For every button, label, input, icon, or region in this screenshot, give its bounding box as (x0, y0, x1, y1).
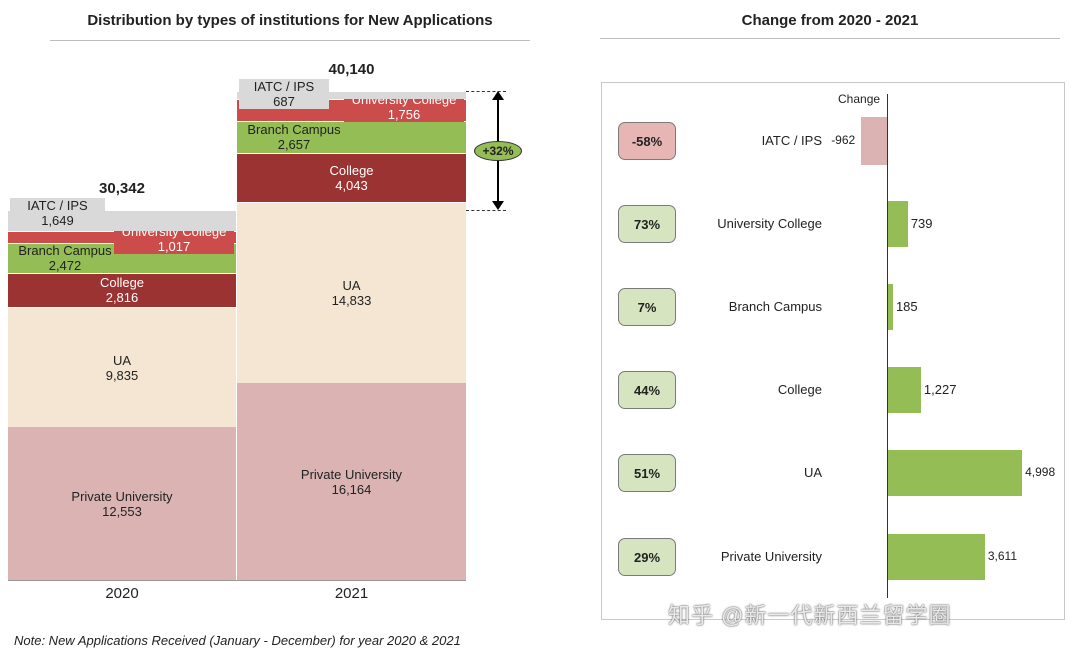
x-tick-label: 2021 (334, 585, 369, 602)
change-bar (888, 450, 1023, 496)
segment-value: 14,833 (331, 293, 372, 309)
change-value-label: 1,227 (923, 382, 957, 397)
category-label: UA (803, 465, 822, 480)
percent-badge: 73% (618, 205, 676, 243)
segment-name: IATC / IPS (253, 79, 315, 95)
change-axis-line (887, 94, 888, 598)
percent-badge: -58% (618, 122, 676, 160)
segment-label: UA (112, 352, 132, 368)
change-value-label: -962 (831, 133, 856, 147)
category-label: College (777, 382, 822, 397)
segment-name: College (99, 275, 145, 291)
segment-value: 1,649 (41, 213, 74, 229)
bar-segment: UA 14,833 (237, 202, 466, 384)
segment-value: 2,472 (48, 257, 82, 273)
percent-badge: 7% (618, 288, 676, 326)
segment-value: 1,756 (387, 107, 421, 123)
category-label: University College (717, 216, 822, 231)
segment-value: 12,553 (102, 503, 142, 519)
change-panel (601, 82, 1065, 620)
bar-segment: UA 9,835 (8, 307, 236, 428)
growth-guide-bottom (466, 210, 506, 212)
bar-segment (8, 273, 236, 308)
change-bar (888, 284, 893, 330)
bar-segment: Private University 12,553 (8, 427, 236, 580)
change-bar (861, 117, 887, 165)
right-title-rule (600, 38, 1060, 39)
segment-value: 16,164 (331, 481, 372, 497)
segment-label: Private University (300, 466, 403, 482)
bar-segment: Private University 16,164 (237, 383, 466, 580)
watermark: 知乎 @新一代新西兰留学圈 (668, 603, 952, 628)
right-chart-title: Change from 2020 - 2021 (741, 12, 919, 29)
left-chart-title: Distribution by types of institutions fo… (87, 12, 493, 29)
growth-guide-top (466, 91, 506, 93)
segment-value: 2,657 (277, 137, 311, 153)
stacked-bar-chart: Private University 12,553 UA 9,835 College 2,… (8, 61, 522, 602)
growth-badge: +32% (474, 140, 522, 161)
change-bar (888, 201, 908, 247)
percent-badge: 29% (618, 538, 676, 576)
change-value-label: 3,611 (987, 549, 1018, 563)
segment-value: 2,816 (105, 290, 139, 306)
bar-total-label: 30,342 (99, 180, 145, 198)
percent-badge: 44% (618, 371, 676, 409)
x-tick-label: 2020 (105, 585, 139, 602)
growth-arrow-head-down (492, 201, 504, 211)
change-bar (888, 534, 985, 580)
segment-value: 1,017 (157, 238, 191, 254)
change-value-label: 185 (895, 299, 918, 314)
x-axis-line (8, 580, 466, 581)
segment-label: IATC / IPS 1,649 (10, 198, 105, 229)
growth-arrow-head-up (492, 91, 504, 101)
segment-label: College (329, 163, 374, 179)
bar-segment: College 4,043 (237, 153, 466, 203)
change-value-label: 4,998 (1025, 465, 1056, 479)
segment-value: 687 (273, 94, 295, 110)
segment-label: Branch Campus 2,472 (10, 243, 120, 273)
category-label: Private University (720, 549, 822, 564)
category-label: IATC / IPS (761, 133, 822, 148)
segment-label: UA (342, 278, 361, 294)
segment-name: Branch Campus (247, 122, 341, 138)
category-label: Branch Campus (728, 299, 822, 314)
segment-value: 4,043 (335, 178, 368, 194)
bar-total-label: 40,140 (328, 61, 375, 79)
footnote: Note: New Applications Received (January… (14, 633, 461, 648)
segment-label: Private University (71, 488, 173, 504)
bar-segment (237, 120, 466, 154)
segment-name: IATC / IPS (27, 198, 88, 214)
bar-segment (237, 91, 466, 100)
segment-label: IATC / IPS 687 (239, 79, 329, 110)
change-bar (888, 367, 921, 413)
percent-badge: 51% (618, 454, 676, 492)
segment-label: College 2,816 (62, 275, 182, 305)
left-title-rule (50, 40, 530, 41)
change-axis-header: Change (838, 92, 881, 106)
change-value-label: 739 (910, 216, 933, 231)
segment-value: 9,835 (105, 367, 139, 383)
segment-name: Branch Campus (18, 242, 112, 258)
segment-label: Branch Campus 2,657 (239, 122, 349, 152)
